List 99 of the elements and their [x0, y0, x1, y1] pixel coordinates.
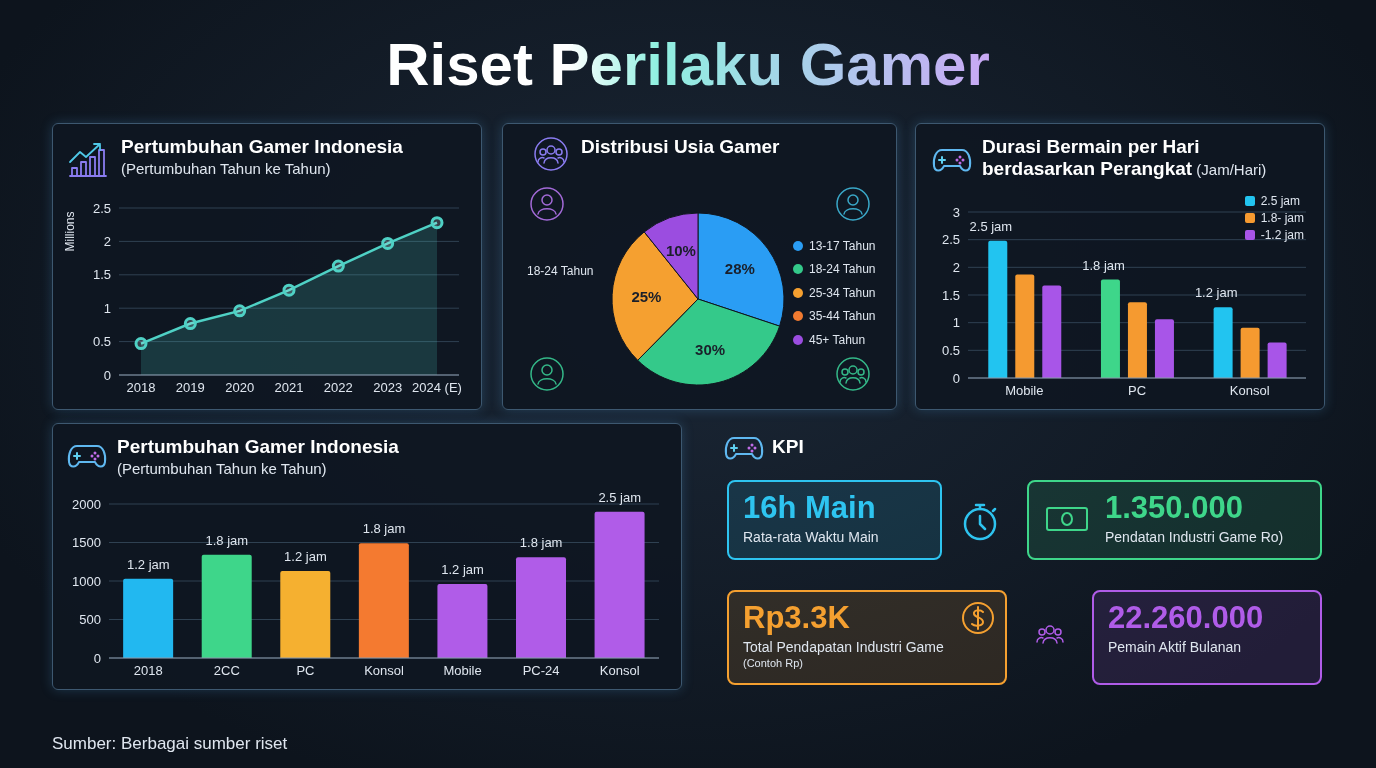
bar [988, 240, 1008, 378]
text: KPI [772, 436, 804, 458]
text: Total Pendapatan Industri Game [743, 638, 945, 656]
bar [1042, 285, 1062, 378]
bar [516, 557, 566, 658]
x-tick-label: PC-24 [522, 663, 560, 679]
y-tick-label: 3 [952, 204, 960, 220]
annotation: 1.8 jam [362, 521, 406, 537]
chart-title: Distribusi Usia Gamer [581, 136, 780, 158]
y-tick-label: 1.5 [92, 267, 111, 283]
y-tick-label: 0.5 [92, 334, 111, 350]
x-tick-label: Konsol [599, 663, 640, 679]
y-axis-title: Millions [63, 211, 78, 252]
text: Sumber: Berbagai sumber riset [52, 734, 288, 754]
point [233, 304, 247, 318]
annotation: 1.2 jam [1194, 285, 1238, 301]
y-tick-label: 0 [952, 370, 960, 386]
y-tick-label: 2 [952, 259, 960, 275]
y-tick-label: 2 [103, 234, 111, 250]
y-tick-label: 1000 [72, 573, 101, 589]
y-tick-label: 2.5 [92, 200, 111, 216]
x-tick-label: 2018 [133, 663, 163, 679]
y-tick-label: 1500 [72, 535, 101, 551]
point [331, 259, 345, 273]
bar [594, 511, 645, 658]
x-tick-label: Mobile [443, 663, 482, 679]
point [183, 317, 197, 331]
text: Pendatan Industri Game Ro) [1105, 528, 1285, 546]
y-tick-label: 1 [952, 315, 960, 331]
x-tick-label: Mobile [1005, 383, 1044, 399]
legend-label: 2.5 jam [1259, 192, 1301, 209]
annotation: 1.2 jam [126, 556, 170, 572]
bar [201, 554, 252, 658]
annotation: 1.2 jam [441, 562, 484, 578]
text: Pemain Aktif Bulanan [1108, 638, 1243, 656]
legend-label: 25-34 Tahun [808, 284, 876, 302]
text: Rata-rata Waktu Main [743, 528, 880, 546]
text: Riset Perilaku Gamer [386, 31, 990, 98]
bar [437, 584, 488, 658]
chart-subtitle: (Pertumbuhan Tahun ke Tahun) [121, 160, 332, 177]
annotation: 1.2 jam [284, 548, 327, 564]
x-tick-label: 2022 [323, 380, 353, 396]
y-tick-label: 0.5 [941, 342, 960, 358]
legend-label: 45+ Tahun [808, 331, 867, 349]
text: Rp3.3K [743, 599, 851, 637]
chart-subtitle: (Pertumbuhan Tahun ke Tahun) [117, 460, 328, 477]
data-label: 25% [631, 287, 662, 305]
data-label: 10% [665, 241, 696, 259]
legend-label: 35-44 Tahun [808, 308, 876, 326]
text: 22.260.000 [1108, 599, 1265, 637]
legend-label: -1.2 jam [1259, 226, 1304, 243]
text: 18-24 Tahun [527, 264, 594, 278]
legend-label: 18-24 Tahun [808, 261, 876, 279]
bar [1154, 319, 1174, 378]
y-tick-label: 0 [103, 367, 111, 383]
x-tick-label: 2018 [126, 380, 156, 396]
chart-title: Pertumbuhan Gamer Indonesia [121, 136, 403, 158]
annotation: 1.8 jam [519, 535, 563, 551]
data-label: 30% [695, 340, 726, 358]
point [134, 337, 148, 351]
chart-title: Pertumbuhan Gamer Indonesia [117, 436, 399, 458]
annotation: 1.8 jam [1082, 257, 1125, 273]
x-tick-label: 2021 [274, 380, 304, 396]
bar [1100, 279, 1120, 378]
text: 16h Main [743, 489, 877, 527]
x-tick-label: 2019 [175, 380, 205, 396]
legend-label: 1.8- jam [1259, 209, 1304, 226]
point [381, 236, 395, 250]
point [430, 216, 444, 230]
data-label: 28% [724, 260, 755, 278]
y-tick-label: 500 [79, 612, 101, 628]
x-tick-label: PC [296, 663, 315, 679]
bar [1015, 274, 1035, 378]
y-tick-label: 2.5 [941, 232, 960, 248]
x-tick-label: 2CC [213, 663, 240, 679]
text: 1.350.000 [1105, 489, 1244, 527]
x-tick-label: Konsol [1229, 383, 1270, 399]
x-tick-label: Konsol [364, 663, 404, 679]
bar [1240, 327, 1260, 378]
annotation: 2.5 jam [598, 489, 642, 505]
legend-label: 13-17 Tahun [808, 237, 876, 255]
x-tick-label: PC [1127, 383, 1147, 399]
annotation: 2.5 jam [969, 218, 1013, 234]
x-tick-label: 2023 [373, 380, 403, 396]
y-tick-label: 1 [103, 300, 111, 316]
bar [1127, 302, 1147, 378]
text: (Contoh Rp) [743, 656, 804, 671]
x-tick-label: 2024 (E) [412, 380, 462, 396]
y-tick-label: 0 [93, 650, 101, 666]
bar [1267, 342, 1287, 378]
x-tick-label: 2020 [225, 380, 255, 396]
bar [280, 570, 331, 658]
point [282, 283, 296, 297]
y-tick-label: 2000 [72, 496, 101, 512]
annotation: 1.8 jam [205, 532, 249, 548]
bar [1213, 307, 1233, 378]
bar [123, 578, 174, 658]
bar [358, 543, 409, 658]
y-tick-label: 1.5 [941, 287, 960, 303]
